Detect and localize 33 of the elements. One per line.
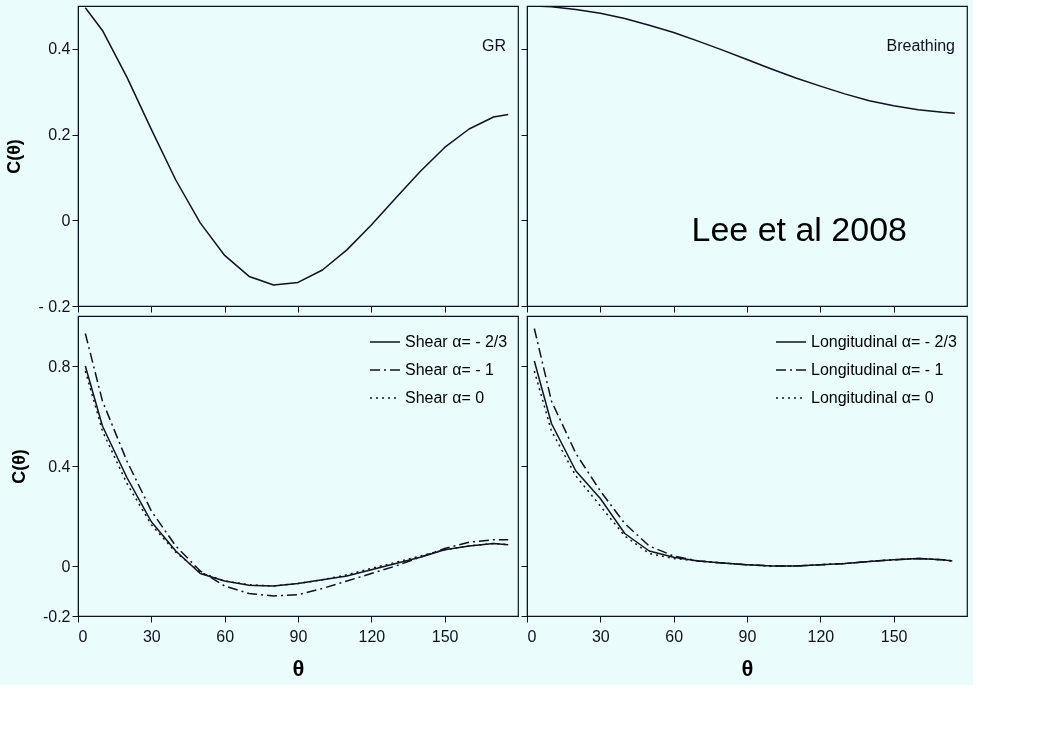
x-tick-label: 90 [289,627,308,645]
y-tick-label: 0.8 [48,357,71,375]
y-tick-label: -0.2 [42,607,71,625]
x-tick-label: 120 [358,627,386,645]
legend-label: Shear α= - 2/3 [405,333,508,350]
y-tick-label: 0.4 [48,457,71,475]
legend-label: Longitudinal α= - 2/3 [811,333,957,350]
x-tick-label: 150 [880,627,908,645]
legend-label: Shear α= - 1 [405,361,494,378]
x-axis-title: θ [292,655,305,681]
legend-label: Shear α= 0 [405,389,485,406]
legend-label: GR [482,37,506,54]
annotation: Lee et al 2008 [691,210,907,248]
y-tick-label: 0 [61,211,71,229]
x-axis-title: θ [741,655,754,681]
y-axis-title: C(θ) [4,139,25,174]
x-tick-label: 30 [591,627,610,645]
y-tick-label: - 0.2 [38,297,71,315]
text: Breathing [886,37,955,54]
x-tick-label: 0 [78,627,88,645]
x-tick-label: 60 [665,627,684,645]
x-tick-label: 90 [738,627,757,645]
x-tick-label: 120 [807,627,835,645]
x-tick-label: 0 [527,627,537,645]
legend-label: Longitudinal α= - 1 [811,361,944,378]
y-tick-label: 0.4 [48,40,71,58]
y-tick-label: 0.2 [48,126,71,144]
x-tick-label: 60 [216,627,235,645]
x-tick-label: 150 [431,627,459,645]
y-tick-label: 0 [61,557,71,575]
y-axis-title: C(θ) [8,449,29,484]
legend-label: Longitudinal α= 0 [811,389,934,406]
x-tick-label: 30 [142,627,161,645]
